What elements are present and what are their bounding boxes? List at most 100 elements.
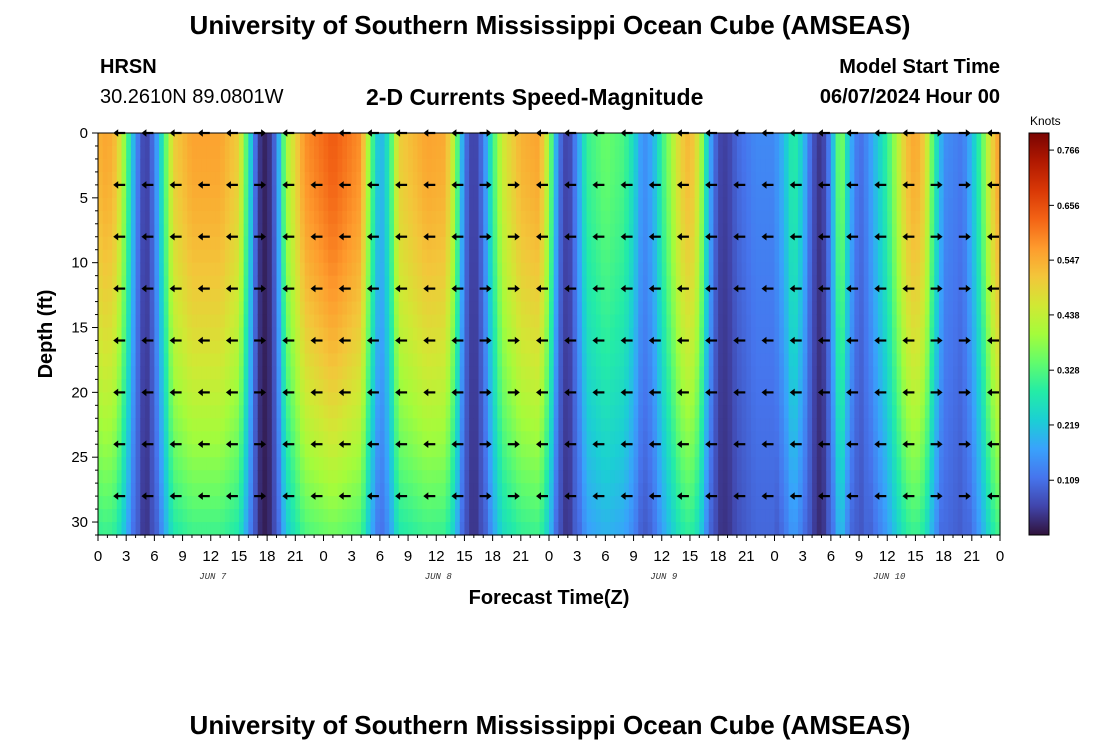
heatmap-cell xyxy=(788,223,794,238)
heatmap-cell xyxy=(553,262,559,277)
heatmap-cell xyxy=(638,171,644,186)
heatmap-cell xyxy=(450,133,456,147)
heatmap-cell xyxy=(464,145,470,160)
heatmap-cell xyxy=(549,236,555,251)
heatmap-cell xyxy=(736,327,743,342)
heatmap-cell xyxy=(666,145,672,160)
heatmap-cell xyxy=(595,483,602,497)
heatmap-cell xyxy=(567,314,574,329)
heatmap-cell xyxy=(356,223,362,238)
heatmap-cell xyxy=(797,509,804,523)
heatmap-cell xyxy=(595,184,602,199)
heatmap-cell xyxy=(755,133,762,147)
heatmap-cell xyxy=(661,366,668,380)
heatmap-cell xyxy=(440,223,447,238)
heatmap-cell xyxy=(408,509,414,523)
heatmap-cell xyxy=(112,184,118,199)
heatmap-cell xyxy=(492,171,498,186)
heatmap-cell xyxy=(642,314,649,329)
heatmap-cell xyxy=(295,249,301,264)
heatmap-cell xyxy=(412,431,419,445)
heatmap-cell xyxy=(267,405,273,419)
heatmap-cell xyxy=(530,210,536,225)
heatmap-cell xyxy=(159,210,165,225)
heatmap-cell xyxy=(563,210,569,225)
heatmap-cell xyxy=(600,158,606,173)
heatmap-cell xyxy=(647,444,653,458)
heatmap-cell xyxy=(783,158,790,173)
heatmap-cell xyxy=(116,327,123,342)
heatmap-cell xyxy=(680,288,686,303)
heatmap-cell xyxy=(337,496,343,510)
heatmap-cell xyxy=(267,353,273,368)
heatmap-cell xyxy=(281,171,287,186)
heatmap-cell xyxy=(285,496,292,510)
heatmap-cell xyxy=(713,470,719,484)
heatmap-cell xyxy=(464,457,470,471)
heatmap-cell xyxy=(821,288,827,303)
heatmap-cell xyxy=(159,496,165,510)
heatmap-cell xyxy=(821,184,827,199)
heatmap-cell xyxy=(633,314,639,329)
heatmap-cell xyxy=(285,431,292,445)
heatmap-cell xyxy=(422,496,428,510)
heatmap-cell xyxy=(361,522,367,536)
heatmap-cell xyxy=(516,431,522,445)
heatmap-cell xyxy=(417,133,423,147)
heatmap-cell xyxy=(281,509,287,523)
heatmap-cell xyxy=(121,158,127,173)
heatmap-cell xyxy=(595,223,602,238)
heatmap-cell xyxy=(417,158,423,173)
heatmap-cell xyxy=(121,470,127,484)
heatmap-cell xyxy=(130,314,137,329)
heatmap-cell xyxy=(271,236,278,251)
heatmap-cell xyxy=(393,340,400,355)
heatmap-cell xyxy=(830,145,837,160)
heatmap-cell xyxy=(849,184,855,199)
heatmap-cell xyxy=(314,288,320,303)
heatmap-cell xyxy=(229,184,235,199)
heatmap-cell xyxy=(257,158,264,173)
heatmap-cell xyxy=(591,133,597,147)
heatmap-cell xyxy=(440,379,447,393)
heatmap-cell xyxy=(652,133,658,147)
heatmap-cell xyxy=(361,327,367,342)
heatmap-cell xyxy=(610,262,616,277)
heatmap-cell xyxy=(159,353,165,368)
heatmap-cell xyxy=(398,249,404,264)
heatmap-cell xyxy=(440,457,447,471)
heatmap-cell xyxy=(628,431,635,445)
heatmap-cell xyxy=(600,366,606,380)
heatmap-cell xyxy=(727,457,733,471)
heatmap-cell xyxy=(511,288,517,303)
heatmap-cell xyxy=(591,405,597,419)
heatmap-cell xyxy=(98,405,104,419)
heatmap-cell xyxy=(610,288,616,303)
heatmap-cell xyxy=(116,210,123,225)
heatmap-cell xyxy=(600,133,606,147)
heatmap-cell xyxy=(121,262,127,277)
heatmap-cell xyxy=(229,405,235,419)
heatmap-cell xyxy=(398,405,404,419)
heatmap-cell xyxy=(483,314,489,329)
heatmap-cell xyxy=(267,171,273,186)
heatmap-cell xyxy=(605,509,611,523)
heatmap-cell xyxy=(365,275,372,290)
heatmap-cell xyxy=(567,483,574,497)
heatmap-cell xyxy=(797,366,804,380)
heatmap-cell xyxy=(680,405,686,419)
heatmap-cell xyxy=(455,340,461,355)
heatmap-cell xyxy=(98,483,104,497)
heatmap-cell xyxy=(112,340,118,355)
heatmap-cell xyxy=(159,340,165,355)
heatmap-cell xyxy=(361,210,367,225)
heatmap-cell xyxy=(168,379,174,393)
heatmap-cell xyxy=(290,249,296,264)
heatmap-cell xyxy=(375,340,381,355)
heatmap-cell xyxy=(694,509,700,523)
heatmap-cell xyxy=(314,457,320,471)
heatmap-cell xyxy=(572,418,578,432)
heatmap-cell xyxy=(116,405,123,419)
heatmap-cell xyxy=(314,249,320,264)
heatmap-cell xyxy=(182,301,188,316)
